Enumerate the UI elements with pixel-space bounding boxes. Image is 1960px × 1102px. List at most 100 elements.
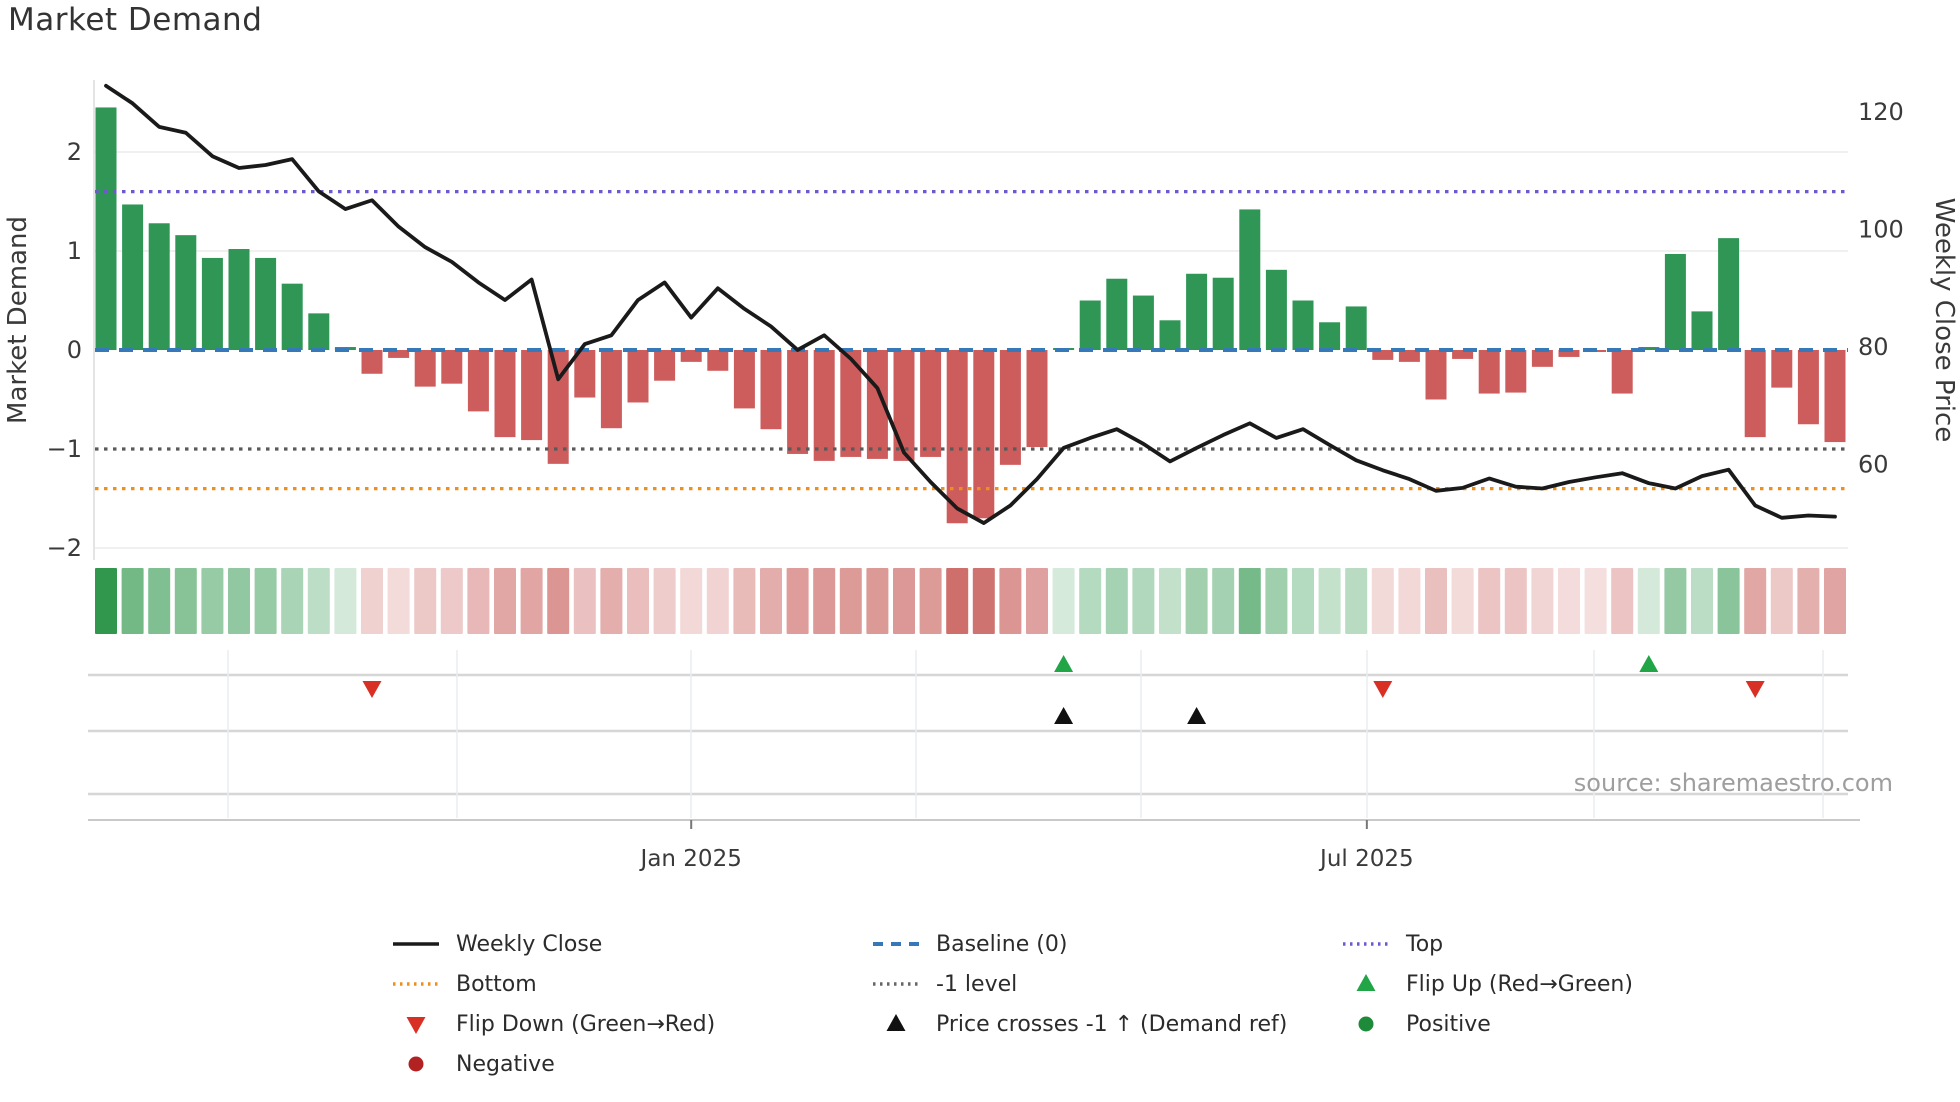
- right-axis-tick-label: 120: [1858, 98, 1904, 126]
- demand-bar-negative: [547, 350, 569, 464]
- demand-bar-negative: [1611, 350, 1633, 394]
- demand-bar-positive: [148, 223, 170, 350]
- demand-bar-negative: [1478, 350, 1500, 394]
- demand-bar-negative: [388, 350, 410, 358]
- heatmap-cell: [1744, 568, 1767, 634]
- demand-bar-positive: [175, 235, 197, 350]
- demand-bar-negative: [787, 350, 809, 454]
- legend-item: Weekly Close: [390, 930, 870, 958]
- heatmap-cell: [1425, 568, 1447, 634]
- legend-item: -1 level: [870, 970, 1340, 998]
- y-axis-tick-label: −1: [47, 435, 82, 463]
- legend-swatch-shape: [406, 1017, 426, 1034]
- demand-bar-positive: [281, 283, 303, 350]
- legend-item: Top: [1340, 930, 1740, 958]
- demand-bar-positive: [1186, 273, 1208, 350]
- heatmap-cell: [1770, 568, 1793, 634]
- heatmap-cell: [1611, 568, 1634, 634]
- heatmap-cell: [893, 568, 915, 634]
- right-axis-tick-label: 80: [1858, 333, 1889, 361]
- legend-label: -1 level: [936, 971, 1018, 997]
- legend-item: Flip Down (Green→Red): [390, 1010, 870, 1038]
- legend-item: Flip Up (Red→Green): [1340, 970, 1740, 998]
- demand-bar-positive: [1239, 209, 1261, 350]
- legend-triangle-up-icon: [1356, 974, 1376, 991]
- chart-title: Market Demand: [8, 2, 263, 38]
- heatmap-cell: [201, 568, 224, 634]
- heatmap-cell: [1292, 568, 1314, 634]
- heatmap-cell: [148, 568, 171, 634]
- source-credit: source: sharemaestro.com: [1574, 769, 1893, 797]
- demand-bar-negative: [521, 350, 543, 441]
- heatmap-cell: [1558, 568, 1580, 634]
- demand-bar-negative: [1824, 350, 1846, 443]
- heatmap-cell: [361, 568, 383, 634]
- legend-triangle-up-icon: [886, 1014, 906, 1031]
- weekly-close-line: [104, 83, 1837, 525]
- demand-bar-positive: [228, 249, 250, 350]
- left-axis-title: Market Demand: [3, 216, 33, 424]
- heatmap-cell: [467, 568, 490, 634]
- demand-bar-negative: [1425, 350, 1447, 400]
- demand-bar-negative: [840, 350, 862, 457]
- heatmap-cell: [95, 568, 117, 634]
- chart-legend: Weekly Close Baseline (0) Top Bottom -1 leve…: [390, 924, 1740, 1084]
- demand-bar-negative: [866, 350, 888, 459]
- x-axis-tick-label: Jul 2025: [1318, 846, 1414, 872]
- demand-bar-negative: [1744, 350, 1766, 438]
- heatmap-cell: [1212, 568, 1235, 634]
- heatmap-cell: [440, 568, 463, 634]
- demand-bar-negative: [414, 350, 436, 387]
- demand-bar-negative: [1505, 350, 1527, 393]
- demand-bar-positive: [1664, 253, 1686, 350]
- legend-item: Negative: [390, 1050, 870, 1078]
- heatmap-cell: [1451, 568, 1474, 634]
- demand-bar-positive: [1718, 238, 1740, 350]
- heatmap-cell: [786, 568, 809, 634]
- x-axis-tick-label: Jan 2025: [639, 846, 742, 872]
- demand-bar-negative: [973, 350, 995, 519]
- legend-label: Weekly Close: [456, 931, 603, 957]
- demand-bar-negative: [1531, 350, 1553, 367]
- right-axis-tick-label: 60: [1858, 450, 1889, 478]
- legend-circle-icon: [408, 1056, 424, 1072]
- heatmap-cell: [1691, 568, 1713, 634]
- y-axis-tick-label: 0: [67, 336, 82, 364]
- heatmap-cell: [1371, 568, 1394, 634]
- legend-dotted-line-icon: [873, 982, 919, 986]
- heatmap-cell: [866, 568, 889, 634]
- heatmap-cell: [706, 568, 729, 634]
- heatmap-cell: [547, 568, 570, 634]
- legend-label: Negative: [456, 1051, 555, 1077]
- flip-up-marker: [1639, 655, 1659, 672]
- heatmap-cell: [1478, 568, 1501, 634]
- demand-bar-positive: [122, 204, 144, 350]
- demand-bar-positive: [1079, 300, 1101, 350]
- heatmap-cell: [387, 568, 410, 634]
- legend-circle-icon: [1358, 1016, 1374, 1032]
- demand-bar-negative: [946, 350, 968, 524]
- legend-label: Baseline (0): [936, 931, 1068, 957]
- heatmap-cell: [1159, 568, 1181, 634]
- demand-bar-negative: [494, 350, 516, 438]
- demand-bar-negative: [441, 350, 463, 384]
- demand-bar-negative: [733, 350, 755, 409]
- heatmap-cell: [653, 568, 676, 634]
- heatmap-cell: [1026, 568, 1048, 634]
- heatmap-cell: [733, 568, 756, 634]
- heatmap-cell: [680, 568, 703, 634]
- heatmap-cell: [1637, 568, 1660, 634]
- demand-bar-negative: [627, 350, 649, 403]
- demand-bar-positive: [255, 257, 277, 350]
- heatmap-cell: [919, 568, 942, 634]
- flip-down-marker: [1745, 681, 1765, 698]
- legend-label: Top: [1406, 931, 1444, 957]
- heatmap-cell: [1079, 568, 1102, 634]
- legend-swatch-shape: [1358, 1016, 1374, 1032]
- legend-item: Price crosses -1 ↑ (Demand ref): [870, 1010, 1340, 1038]
- flip-down-marker: [1373, 681, 1393, 698]
- legend-swatch-shape: [1356, 974, 1376, 991]
- demand-bar-positive: [95, 107, 117, 350]
